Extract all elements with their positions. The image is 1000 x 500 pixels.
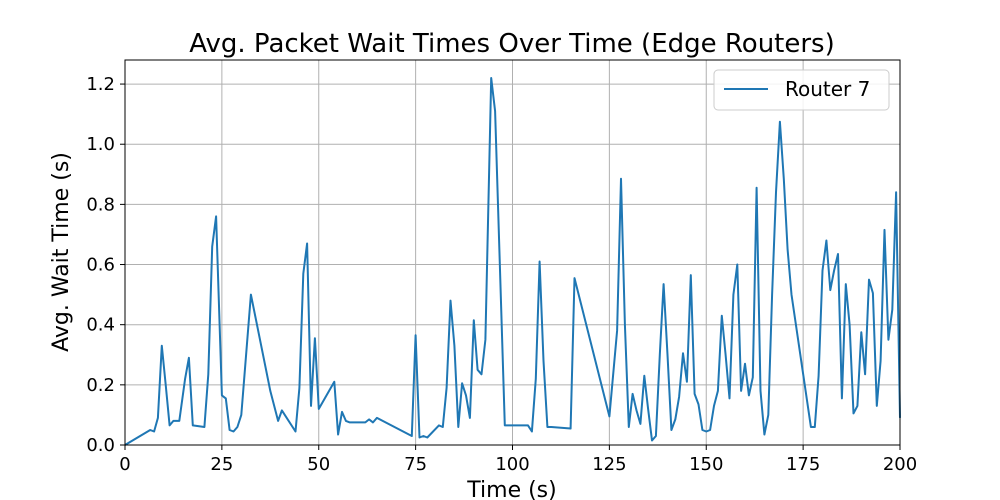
x-tick-label: 100 bbox=[495, 454, 529, 475]
x-tick-label: 200 bbox=[883, 454, 917, 475]
legend: Router 7 bbox=[713, 69, 890, 111]
x-tick-label: 150 bbox=[689, 454, 723, 475]
y-tick-label: 0.2 bbox=[86, 375, 115, 396]
x-tick-label: 175 bbox=[786, 454, 820, 475]
legend-box bbox=[713, 69, 890, 111]
y-axis-label: Avg. Wait Time (s) bbox=[49, 152, 74, 352]
chart-title: Avg. Packet Wait Times Over Time (Edge R… bbox=[189, 29, 835, 59]
y-tick-label: 1.0 bbox=[86, 134, 115, 155]
y-tick-label: 0.0 bbox=[86, 435, 115, 456]
x-tick-label: 0 bbox=[119, 454, 130, 475]
x-tick-label: 50 bbox=[307, 454, 330, 475]
series-line-0 bbox=[124, 77, 901, 446]
y-tick-label: 0.6 bbox=[86, 255, 115, 276]
x-tick-label: 25 bbox=[210, 454, 233, 475]
grid bbox=[124, 60, 901, 446]
y-tick-label: 0.8 bbox=[86, 194, 115, 215]
y-tick-label: 0.4 bbox=[86, 315, 115, 336]
series-layer bbox=[124, 77, 901, 446]
x-axis-label: Time (s) bbox=[466, 478, 556, 500]
x-tick-label: 75 bbox=[404, 454, 427, 475]
legend-label: Router 7 bbox=[785, 77, 870, 101]
x-tick-label: 125 bbox=[592, 454, 626, 475]
y-tick-label: 1.2 bbox=[86, 74, 115, 95]
axis-ticks: 0 25 50 75 100 125 150 175 200 0.0 0.2 0.4 0.6 0.8 1.0… bbox=[86, 74, 917, 475]
